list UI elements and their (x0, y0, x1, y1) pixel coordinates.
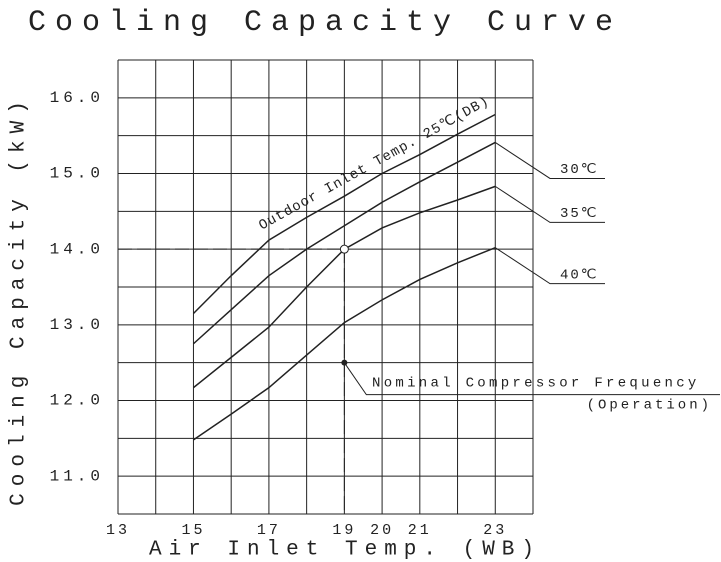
point-label: Nominal Compressor Frequency (372, 375, 700, 391)
x-tick-label: 23 (483, 522, 507, 539)
point (339, 244, 349, 254)
leader-line (494, 185, 605, 223)
x-tick-label: 13 (106, 522, 130, 539)
y-axis-label: Cooling Capacity (kW) (8, 94, 31, 506)
series-line (192, 113, 496, 315)
x-tick-label: 17 (257, 522, 281, 539)
y-tick-label: 16.0 (50, 89, 104, 107)
series-label: 30℃ (560, 162, 599, 178)
series-label: 35℃ (560, 206, 599, 222)
y-tick-label: 12.0 (50, 392, 104, 410)
point-sublabel: (Operation) (587, 397, 712, 413)
series-line (193, 246, 496, 441)
y-tick-label: 15.0 (50, 165, 104, 183)
leader-line (494, 247, 605, 285)
x-axis-label: Air Inlet Temp. (WB) (149, 539, 541, 562)
series-label: 40℃ (560, 267, 599, 283)
x-tick-label: 15 (181, 522, 205, 539)
x-tick-label: 21 (408, 522, 432, 539)
y-tick-label: 13.0 (50, 316, 104, 334)
series-line (192, 141, 496, 345)
x-tick-label: 19 (332, 522, 356, 539)
x-tick-label: 20 (370, 522, 394, 539)
y-tick-label: 11.0 (50, 467, 104, 485)
chart-title: Cooling Capacity Curve (28, 6, 622, 40)
leader-line (494, 142, 605, 179)
leader-line (343, 362, 720, 396)
y-tick-label: 14.0 (50, 240, 104, 258)
